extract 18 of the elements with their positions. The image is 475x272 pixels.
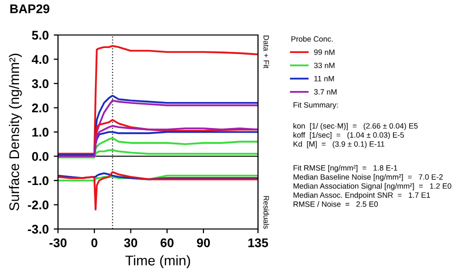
y-tick-label: 3.0 <box>32 79 48 88</box>
y-axis-title: Surface Density (ng/mm²) <box>8 54 22 210</box>
x-tick-label: 90 <box>196 238 210 248</box>
x-tick-label: -30 <box>49 238 67 248</box>
y-tick-label: -1.0 <box>28 176 48 186</box>
y-tick-label: -3.0 <box>28 224 48 234</box>
chart-title: BAP29 <box>10 4 50 14</box>
y-tick-label: 0.0 <box>32 152 48 161</box>
y-tick-label: -2.0 <box>28 200 48 210</box>
x-tick-label: 30 <box>124 238 138 248</box>
y-tick-label: 1.0 <box>32 128 48 137</box>
x-tick-label: 60 <box>160 238 174 248</box>
y-tick-label: 5.0 <box>32 30 48 40</box>
y-tick-label: 4.0 <box>32 55 48 64</box>
y-tick-label: 2.0 <box>32 104 48 112</box>
x-tick-label: 135 <box>248 238 268 248</box>
x-tick-label: 0 <box>91 238 98 248</box>
x-axis-title: Time (min) <box>125 255 190 268</box>
